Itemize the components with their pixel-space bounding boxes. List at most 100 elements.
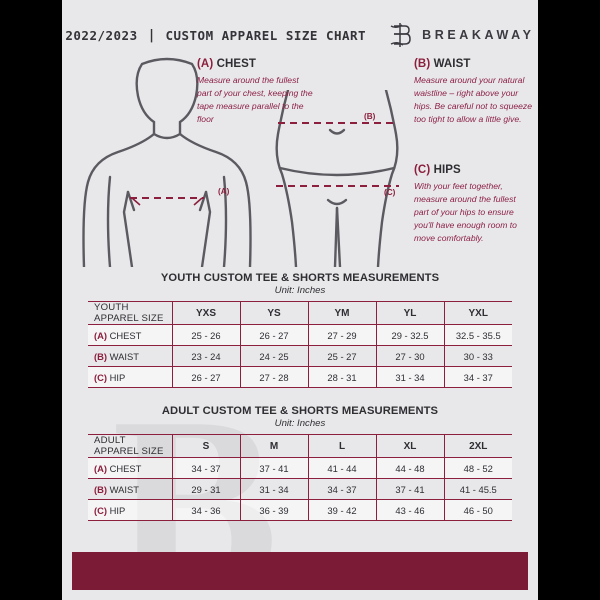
hips-marker-label: (C)	[384, 188, 396, 197]
youth-hip-yl: 31 - 34	[375, 366, 444, 388]
adult-hip-s: 34 - 36	[171, 499, 240, 521]
adult-size-2xl: 2XL	[443, 434, 512, 458]
youth-table-title: YOUTH CUSTOM TEE & SHORTS MEASUREMENTS	[160, 272, 440, 284]
adult-row-hip-label: (C) HIP	[88, 499, 172, 521]
footer-bar	[72, 552, 528, 590]
youth-size-yxl: YXL	[443, 301, 512, 325]
adult-hip-xl: 43 - 46	[375, 499, 444, 521]
youth-hip-ys: 27 - 28	[239, 366, 308, 388]
header-separator: |	[147, 27, 156, 43]
youth-hip-name: HIP	[109, 371, 126, 383]
adult-waist-name: WAIST	[109, 483, 139, 495]
upper-body-front-silhouette	[82, 57, 252, 267]
youth-chest-tag: (A)	[94, 329, 108, 341]
brand-name: BREAKAWAY	[422, 28, 535, 42]
youth-size-label: YOUTH APPAREL SIZE	[88, 301, 172, 325]
youth-chest-ys: 26 - 27	[239, 324, 308, 346]
youth-size-table: YOUTH APPAREL SIZE YXS YS YM YL YXL (A) …	[88, 301, 512, 388]
youth-chest-yxs: 25 - 26	[171, 324, 240, 346]
adult-waist-xl: 37 - 41	[375, 478, 444, 500]
adult-hip-tag: (C)	[94, 504, 108, 516]
waist-marker-label: (B)	[364, 112, 376, 121]
adult-size-l: L	[307, 434, 376, 458]
hips-tag: (C)	[414, 164, 431, 176]
adult-header-row: ADULT APPAREL SIZE S M L XL 2XL	[88, 434, 512, 458]
adult-chest-2xl: 48 - 52	[443, 457, 512, 479]
youth-header-row: YOUTH APPAREL SIZE YXS YS YM YL YXL	[88, 301, 512, 325]
adult-table-title: ADULT CUSTOM TEE & SHORTS MEASUREMENTS	[161, 405, 439, 417]
season-label: 2022/2023	[65, 27, 138, 43]
adult-chest-xl: 44 - 48	[375, 457, 444, 479]
page-header: 2022/2023 | CUSTOM APPAREL SIZE CHART BR…	[62, 18, 538, 52]
adult-waist-m: 31 - 34	[239, 478, 308, 500]
lower-body-front-silhouette	[275, 90, 399, 267]
waist-description-block: (B) WAIST Measure around your natural wa…	[414, 58, 532, 126]
chest-heading: (A) CHEST	[197, 58, 315, 70]
chest-marker-label: (A)	[218, 187, 230, 196]
table-row: (C) HIP 26 - 27 27 - 28 28 - 31 31 - 34 …	[88, 366, 512, 388]
table-row: (C) HIP 34 - 36 36 - 39 39 - 42 43 - 46 …	[88, 499, 512, 521]
adult-row-waist-label: (B) WAIST	[88, 478, 172, 500]
waist-heading: (B) WAIST	[414, 58, 532, 70]
adult-hip-m: 36 - 39	[239, 499, 308, 521]
waist-name: WAIST	[433, 58, 471, 70]
adult-chest-s: 34 - 37	[171, 457, 240, 479]
adult-waist-s: 29 - 31	[171, 478, 240, 500]
adult-chest-tag: (A)	[94, 462, 108, 474]
youth-size-ys: YS	[239, 301, 308, 325]
adult-waist-tag: (B)	[94, 483, 108, 495]
adult-size-table: ADULT APPAREL SIZE S M L XL 2XL (A) CHES…	[88, 434, 512, 521]
table-row: (B) WAIST 23 - 24 24 - 25 25 - 27 27 - 3…	[88, 345, 512, 367]
adult-size-label: ADULT APPAREL SIZE	[88, 434, 172, 458]
hips-text: With your feet together, measure around …	[414, 181, 517, 243]
youth-waist-yl: 27 - 30	[375, 345, 444, 367]
size-chart-page: B 2022/2023 | CUSTOM APPAREL SIZE CHART …	[62, 0, 538, 600]
chest-text: Measure around the fullest part of your …	[197, 75, 313, 124]
adult-table-unit: Unit: Inches	[274, 418, 326, 429]
youth-chest-name: CHEST	[109, 329, 142, 341]
adult-size-section: ADULT CUSTOM TEE & SHORTS MEASUREMENTS U…	[88, 405, 512, 521]
youth-waist-yxl: 30 - 33	[443, 345, 512, 367]
adult-chest-l: 41 - 44	[307, 457, 376, 479]
youth-table-unit: Unit: Inches	[274, 285, 326, 296]
youth-size-section: YOUTH CUSTOM TEE & SHORTS MEASUREMENTS U…	[88, 272, 512, 388]
youth-row-chest-label: (A) CHEST	[88, 324, 172, 346]
table-row: (A) CHEST 34 - 37 37 - 41 41 - 44 44 - 4…	[88, 457, 512, 479]
chest-tag: (A)	[197, 58, 214, 70]
youth-hip-yxl: 34 - 37	[443, 366, 512, 388]
table-row: (B) WAIST 29 - 31 31 - 34 34 - 37 37 - 4…	[88, 478, 512, 500]
adult-hip-2xl: 46 - 50	[443, 499, 512, 521]
youth-row-waist-label: (B) WAIST	[88, 345, 172, 367]
adult-chest-m: 37 - 41	[239, 457, 308, 479]
hips-description-block: (C) HIPS With your feet together, measur…	[414, 164, 532, 244]
breakaway-b-monogram-icon	[388, 22, 412, 48]
table-row: (A) CHEST 25 - 26 26 - 27 27 - 29 29 - 3…	[88, 324, 512, 346]
adult-hip-l: 39 - 42	[307, 499, 376, 521]
youth-row-hip-label: (C) HIP	[88, 366, 172, 388]
youth-hip-tag: (C)	[94, 371, 108, 383]
youth-waist-yxs: 23 - 24	[171, 345, 240, 367]
adult-waist-2xl: 41 - 45.5	[443, 478, 512, 500]
youth-size-yl: YL	[375, 301, 444, 325]
chest-name: CHEST	[216, 58, 257, 70]
youth-chest-yl: 29 - 32.5	[375, 324, 444, 346]
waist-text: Measure around your natural waistline – …	[414, 75, 533, 124]
adult-size-s: S	[171, 434, 240, 458]
youth-chest-yxl: 32.5 - 35.5	[443, 324, 512, 346]
youth-size-ym: YM	[307, 301, 376, 325]
adult-chest-name: CHEST	[109, 462, 142, 474]
youth-hip-ym: 28 - 31	[307, 366, 376, 388]
waist-tag: (B)	[414, 58, 431, 70]
adult-row-chest-label: (A) CHEST	[88, 457, 172, 479]
adult-size-xl: XL	[375, 434, 444, 458]
hips-heading: (C) HIPS	[414, 164, 532, 176]
youth-waist-tag: (B)	[94, 350, 108, 362]
youth-size-yxs: YXS	[171, 301, 240, 325]
youth-hip-yxs: 26 - 27	[171, 366, 240, 388]
page-title: CUSTOM APPAREL SIZE CHART	[165, 27, 367, 43]
hips-name: HIPS	[433, 164, 461, 176]
youth-chest-ym: 27 - 29	[307, 324, 376, 346]
adult-size-m: M	[239, 434, 308, 458]
measurement-diagram: (A) (B) (C) (A)	[62, 52, 538, 267]
